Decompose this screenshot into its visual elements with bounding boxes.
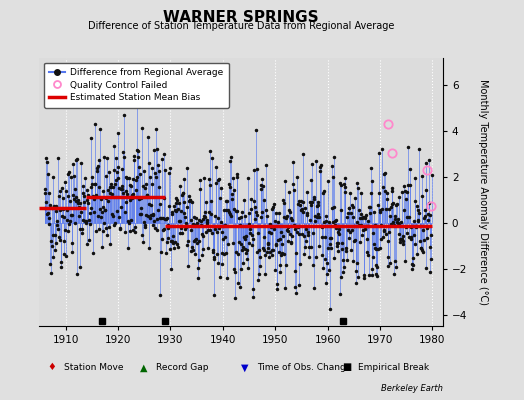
Text: ▼: ▼ [241, 362, 248, 372]
Text: ♦: ♦ [47, 362, 56, 372]
Text: Station Move: Station Move [63, 363, 123, 372]
Text: Record Gap: Record Gap [156, 363, 209, 372]
Text: ■: ■ [342, 362, 351, 372]
Y-axis label: Monthly Temperature Anomaly Difference (°C): Monthly Temperature Anomaly Difference (… [478, 79, 488, 305]
Text: Time of Obs. Change: Time of Obs. Change [257, 363, 352, 372]
Text: Difference of Station Temperature Data from Regional Average: Difference of Station Temperature Data f… [88, 21, 394, 31]
Text: WARNER SPRINGS: WARNER SPRINGS [163, 10, 319, 25]
Legend: Difference from Regional Average, Quality Control Failed, Estimated Station Mean: Difference from Regional Average, Qualit… [44, 62, 228, 108]
Text: Empirical Break: Empirical Break [358, 363, 429, 372]
Text: ▲: ▲ [140, 362, 148, 372]
Text: Berkeley Earth: Berkeley Earth [381, 384, 443, 393]
